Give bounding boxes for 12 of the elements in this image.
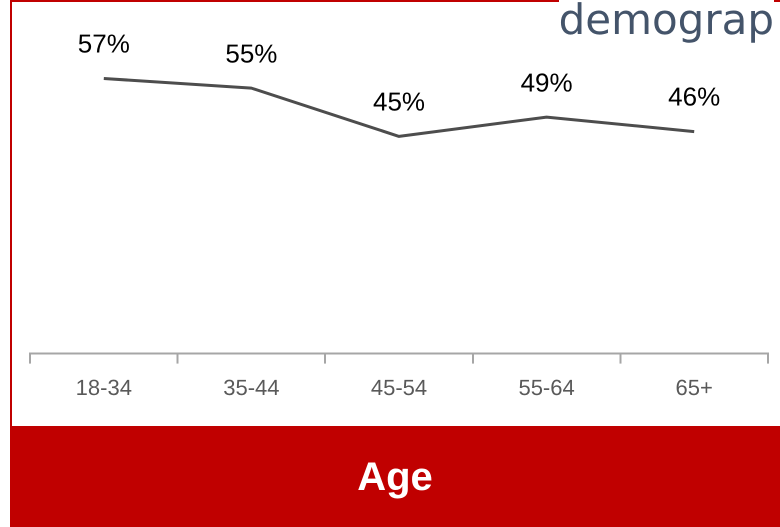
x-tick-label: 45-54 bbox=[370, 374, 428, 400]
x-axis-title: Age bbox=[357, 455, 433, 500]
data-label: 45% bbox=[372, 86, 426, 117]
data-label: 49% bbox=[520, 67, 573, 98]
chart-title: demograp bbox=[558, 0, 774, 48]
x-tick-label: 55-64 bbox=[518, 374, 575, 400]
data-label: 55% bbox=[225, 38, 278, 68]
x-tick-label: 18-34 bbox=[76, 374, 132, 400]
x-tick-label: 35-44 bbox=[223, 374, 280, 400]
data-label: 57% bbox=[78, 28, 130, 59]
x-tick-label: 65+ bbox=[676, 374, 713, 400]
data-label: 46% bbox=[668, 82, 720, 112]
